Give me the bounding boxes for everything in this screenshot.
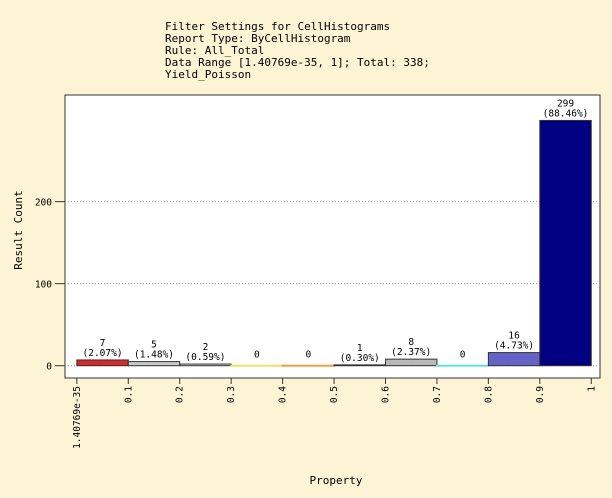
value-label: 0 [305, 350, 311, 361]
value-label: 299 [557, 98, 574, 109]
value-label: 2 [203, 342, 209, 353]
value-label: 1 [357, 343, 363, 354]
bar [76, 359, 129, 367]
bar [384, 358, 438, 367]
x-tick-label: 0.6 [380, 386, 391, 403]
y-tick-label: 100 [35, 280, 52, 291]
percent-label: (2.07%) [83, 348, 123, 359]
percent-label: (0.30%) [340, 353, 380, 364]
x-tick-label: 0.8 [483, 386, 494, 403]
y-tick-label: 200 [35, 198, 52, 209]
x-tick-label: 0.4 [278, 386, 289, 403]
value-label: 16 [508, 331, 520, 342]
x-tick-label: 1.40769e-35 [72, 386, 83, 449]
plot-area [64, 94, 601, 379]
percent-label: (4.73%) [494, 341, 534, 352]
value-label: 8 [408, 337, 414, 348]
percent-label: (88.46%) [543, 108, 589, 119]
x-tick-label: 0.2 [175, 386, 186, 403]
title-line: Yield_Poisson [165, 68, 251, 81]
bar [487, 352, 541, 367]
x-tick-label: 0.7 [432, 386, 443, 403]
x-tick-label: 0.5 [329, 386, 340, 403]
value-label: 0 [460, 350, 466, 361]
x-tick-label: 0.1 [123, 386, 134, 403]
y-axis-label: Result Count [12, 190, 25, 269]
value-label: 5 [151, 340, 157, 351]
percent-label: (1.48%) [134, 350, 174, 361]
x-axis-label: Property [310, 474, 363, 487]
bar [127, 361, 181, 367]
title-line: Filter Settings for CellHistograms [165, 20, 390, 33]
percent-label: (2.37%) [391, 347, 431, 358]
percent-label: (0.59%) [185, 352, 225, 363]
y-tick-label: 0 [46, 362, 52, 373]
bar [333, 364, 386, 367]
title-line: Rule: All_Total [165, 44, 264, 57]
bar [179, 363, 232, 367]
x-tick-label: 0.3 [226, 386, 237, 403]
x-tick-label: 1 [586, 386, 597, 392]
value-label: 0 [254, 350, 260, 361]
title-line: Data Range [1.40769e-35, 1]; Total: 338; [165, 56, 430, 69]
title-line: Report Type: ByCellHistogram [165, 32, 351, 45]
x-tick-label: 0.9 [535, 386, 546, 403]
bar [539, 119, 592, 367]
value-label: 7 [100, 338, 106, 349]
